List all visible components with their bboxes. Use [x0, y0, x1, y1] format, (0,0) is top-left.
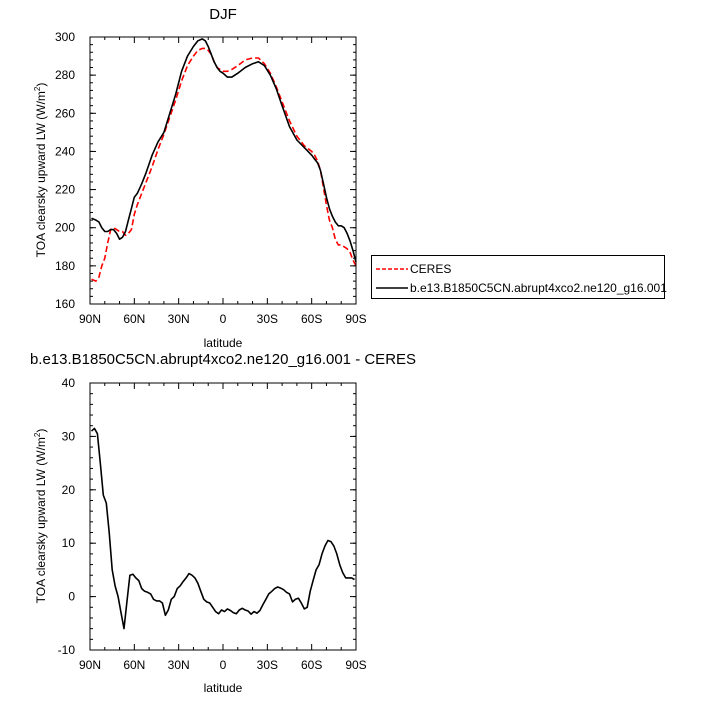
- top-chart-ytick-label: 180: [55, 259, 75, 273]
- legend-item-model: b.e13.B1850C5CN.abrupt4xco2.ne120_g16.00…: [376, 280, 667, 296]
- bottom-chart-ylabel: TOA clearsky upward LW (W/m2): [33, 429, 48, 604]
- top-chart-ytick-label: 160: [55, 297, 75, 311]
- bottom-chart-xtick-label: 60S: [301, 658, 322, 672]
- bottom-chart-ylabel-close: ): [34, 429, 48, 433]
- bottom-chart: b.e13.B1850C5CN.abrupt4xco2.ne120_g16.00…: [30, 351, 416, 695]
- top-chart-legend: CERES b.e13.B1850C5CN.abrupt4xco2.ne120_…: [371, 255, 667, 299]
- bottom-chart-axes: 90N 60N 30N 0 30S 60S 90S -10 0 10 20 30 40: [58, 376, 367, 672]
- bottom-chart-xlabel: latitude: [204, 681, 243, 695]
- bottom-chart-ylabel-main: TOA clearsky upward LW (W/m: [34, 437, 48, 603]
- legend-label-ceres: CERES: [410, 262, 452, 276]
- top-chart-ylabel: TOA clearsky upward LW (W/m2): [33, 83, 48, 258]
- top-chart-ytick-label: 220: [55, 183, 75, 197]
- top-chart-xtick-label: 90N: [79, 312, 101, 326]
- bottom-chart-series-line-0: [90, 427, 355, 630]
- top-chart-title: DJF: [209, 6, 237, 23]
- legend-swatch-ceres: [376, 268, 408, 270]
- top-chart: DJF 90N 60N 30N 0 30S 60S 90S 160 180 200 220 240 26…: [33, 6, 367, 350]
- bottom-chart-xtick-label: 0: [220, 658, 227, 672]
- top-chart-xtick-label: 30S: [257, 312, 278, 326]
- bottom-chart-xtick-label: 30S: [257, 658, 278, 672]
- bottom-chart-ytick-label: 20: [62, 483, 76, 497]
- bottom-chart-xtick-label: 90S: [345, 658, 366, 672]
- bottom-chart-xtick-label: 90N: [79, 658, 101, 672]
- top-chart-frame: [89, 36, 357, 305]
- top-chart-marks: [91, 38, 357, 282]
- top-chart-ylabel-sup: 2: [33, 86, 42, 91]
- top-chart-xtick-label: 0: [220, 312, 227, 326]
- legend-label-model: b.e13.B1850C5CN.abrupt4xco2.ne120_g16.00…: [410, 281, 667, 295]
- bottom-chart-xtick-label: 60N: [123, 658, 145, 672]
- top-chart-ylabel-main: TOA clearsky upward LW (W/m: [34, 91, 48, 257]
- bottom-chart-ytick-label: 10: [62, 536, 76, 550]
- bottom-chart-xtick-label: 30N: [168, 658, 190, 672]
- legend-item-ceres: CERES: [376, 261, 451, 277]
- bottom-chart-ytick-label: 30: [62, 429, 76, 443]
- top-chart-xtick-label: 60N: [123, 312, 145, 326]
- top-chart-axes: 90N 60N 30N 0 30S 60S 90S 160 180 200 220 240 260 280…: [55, 30, 367, 326]
- top-chart-ytick-label: 200: [55, 221, 75, 235]
- bottom-chart-marks: [90, 427, 355, 630]
- bottom-chart-title: b.e13.B1850C5CN.abrupt4xco2.ne120_g16.00…: [30, 351, 416, 368]
- top-chart-ytick-label: 300: [55, 30, 75, 44]
- legend-swatch-model: [376, 287, 408, 289]
- bottom-chart-ytick-label: 0: [68, 590, 75, 604]
- top-chart-ytick-label: 240: [55, 144, 75, 158]
- top-chart-ytick-label: 260: [55, 106, 75, 120]
- top-chart-xtick-label: 30N: [168, 312, 190, 326]
- bottom-chart-ytick-label: -10: [58, 643, 76, 657]
- bottom-chart-ytick-label: 40: [62, 376, 76, 390]
- bottom-chart-ylabel-sup: 2: [33, 432, 42, 437]
- top-chart-xlabel: latitude: [204, 336, 243, 350]
- top-chart-xtick-label: 60S: [301, 312, 322, 326]
- top-chart-series-line-0: [91, 47, 357, 282]
- top-chart-ylabel-close: ): [34, 83, 48, 87]
- top-chart-ytick-label: 280: [55, 68, 75, 82]
- top-chart-xtick-label: 90S: [345, 312, 366, 326]
- top-chart-series-line-1: [91, 38, 357, 263]
